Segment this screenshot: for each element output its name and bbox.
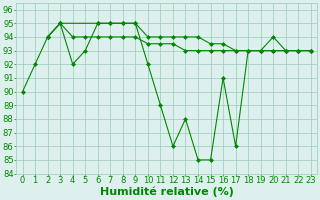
X-axis label: Humidité relative (%): Humidité relative (%) — [100, 187, 234, 197]
